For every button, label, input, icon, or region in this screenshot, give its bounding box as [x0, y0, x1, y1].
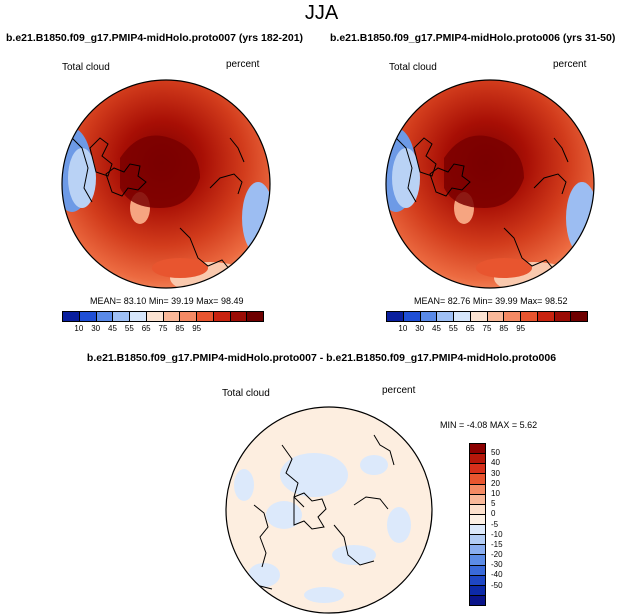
diff-colorbar-tick-label: -20 — [491, 550, 503, 560]
panel2-title: b.e21.B1850.f09_g17.PMIP4-midHolo.proto0… — [330, 32, 616, 44]
diff-colorbar-tick-label: 30 — [491, 468, 500, 478]
colorbar-tick-label: 85 — [175, 324, 185, 333]
diff-colorbar-tick-label: -10 — [491, 529, 503, 539]
colorbar-tick-label: 55 — [124, 324, 134, 333]
colorbar-swatch — [553, 312, 571, 321]
colorbar-tick-label: 30 — [91, 324, 101, 333]
panel1-units: percent — [226, 59, 260, 70]
colorbar-swatch — [486, 312, 504, 321]
panel1-stats: MEAN= 83.10 Min= 39.19 Max= 98.49 — [90, 296, 244, 306]
panel1-title: b.e21.B1850.f09_g17.PMIP4-midHolo.proto0… — [6, 32, 304, 44]
diff-title: b.e21.B1850.f09_g17.PMIP4-midHolo.proto0… — [86, 352, 557, 364]
colorbar-tick-label: 45 — [108, 324, 117, 333]
colorbar-tick-label: 65 — [141, 324, 151, 333]
colorbar-tick-label: 10 — [74, 324, 84, 333]
colorbar-swatch — [129, 312, 146, 321]
panel2-units: percent — [553, 59, 587, 70]
colorbar-tick-label: 95 — [192, 324, 202, 333]
colorbar-swatch — [387, 312, 403, 321]
colorbar-swatch — [402, 312, 420, 321]
colorbar-tick-label: 65 — [465, 324, 475, 333]
panel2-colorbar — [386, 311, 588, 322]
diff-colorbar-swatch — [470, 564, 485, 575]
diff-colorbar-tick-label: -40 — [491, 570, 503, 580]
diff-colorbar-swatch — [470, 493, 485, 504]
colorbar-swatch — [162, 312, 180, 321]
colorbar-tick-label: 85 — [499, 324, 509, 333]
diff-colorbar-swatch — [470, 483, 485, 494]
diff-colorbar-swatch — [470, 534, 485, 545]
colorbar-swatch — [112, 312, 129, 321]
diff-units: percent — [382, 385, 416, 396]
diff-colorbar-tick-label: -5 — [491, 519, 499, 529]
colorbar-swatch — [503, 312, 520, 321]
diff-map — [225, 406, 433, 614]
diff-colorbar-tick-label: -30 — [491, 560, 503, 570]
colorbar-tick-label: 30 — [415, 324, 425, 333]
panel1-variable: Total cloud — [62, 62, 110, 73]
colorbar-tick-label: 75 — [482, 324, 492, 333]
diff-colorbar-swatch — [470, 444, 485, 454]
diff-colorbar-swatch — [470, 453, 485, 464]
diff-variable: Total cloud — [222, 388, 270, 399]
panel2-stats: MEAN= 82.76 Min= 39.99 Max= 98.52 — [414, 296, 568, 306]
colorbar-swatch — [469, 312, 487, 321]
diff-colorbar-tick-label: 10 — [491, 488, 500, 498]
colorbar-swatch — [212, 312, 230, 321]
colorbar-swatch — [95, 312, 113, 321]
colorbar-swatch — [246, 312, 263, 321]
panel1-map — [61, 79, 271, 289]
colorbar-swatch — [520, 312, 537, 321]
colorbar-swatch — [63, 312, 79, 321]
diff-colorbar — [469, 443, 486, 606]
colorbar-swatch — [436, 312, 453, 321]
diff-colorbar-swatch — [470, 463, 485, 474]
diff-colorbar-swatch — [470, 544, 485, 555]
colorbar-tick-label: 75 — [158, 324, 168, 333]
diff-colorbar-swatch — [470, 524, 485, 535]
colorbar-tick-label: 95 — [516, 324, 526, 333]
colorbar-swatch — [229, 312, 247, 321]
diff-colorbar-swatch — [470, 513, 485, 524]
diff-colorbar-tick-label: 5 — [491, 499, 496, 509]
diff-colorbar-swatch — [470, 574, 485, 585]
panel2-map — [385, 79, 595, 289]
panel2-colorbar-ticks: 10 30 45 55 65 75 85 95 — [386, 324, 588, 336]
colorbar-tick-label: 10 — [398, 324, 408, 333]
colorbar-tick-label: 45 — [432, 324, 441, 333]
diff-colorbar-swatch — [470, 473, 485, 484]
diff-colorbar-tick-label: 0 — [491, 509, 496, 519]
diff-colorbar-tick-label: 40 — [491, 458, 500, 468]
colorbar-swatch — [78, 312, 96, 321]
figure-title: JJA — [304, 2, 339, 24]
colorbar-swatch — [570, 312, 587, 321]
diff-colorbar-swatch — [470, 554, 485, 565]
colorbar-swatch — [419, 312, 437, 321]
colorbar-swatch — [179, 312, 196, 321]
panel1-colorbar-ticks: 10 30 45 55 65 75 85 95 — [62, 324, 264, 336]
colorbar-swatch — [536, 312, 554, 321]
panel2-variable: Total cloud — [389, 62, 437, 73]
diff-colorbar-tick-label: 20 — [491, 478, 500, 488]
colorbar-swatch — [145, 312, 163, 321]
diff-colorbar-tick-label: -15 — [491, 539, 503, 549]
panel1-colorbar — [62, 311, 264, 322]
diff-minmax: MIN = -4.08 MAX = 5.62 — [440, 420, 538, 430]
colorbar-swatch — [196, 312, 213, 321]
diff-colorbar-ticks: 50 40 30 20 10 5 0 -5 -10 -15 -20 -30 -40 -50 — [491, 443, 521, 606]
diff-colorbar-swatch — [470, 503, 485, 514]
diff-colorbar-tick-label: 50 — [491, 448, 500, 458]
diff-colorbar-swatch — [470, 594, 485, 605]
diff-colorbar-swatch — [470, 584, 485, 595]
diff-colorbar-tick-label: -50 — [491, 580, 503, 590]
colorbar-swatch — [453, 312, 470, 321]
colorbar-tick-label: 55 — [448, 324, 458, 333]
